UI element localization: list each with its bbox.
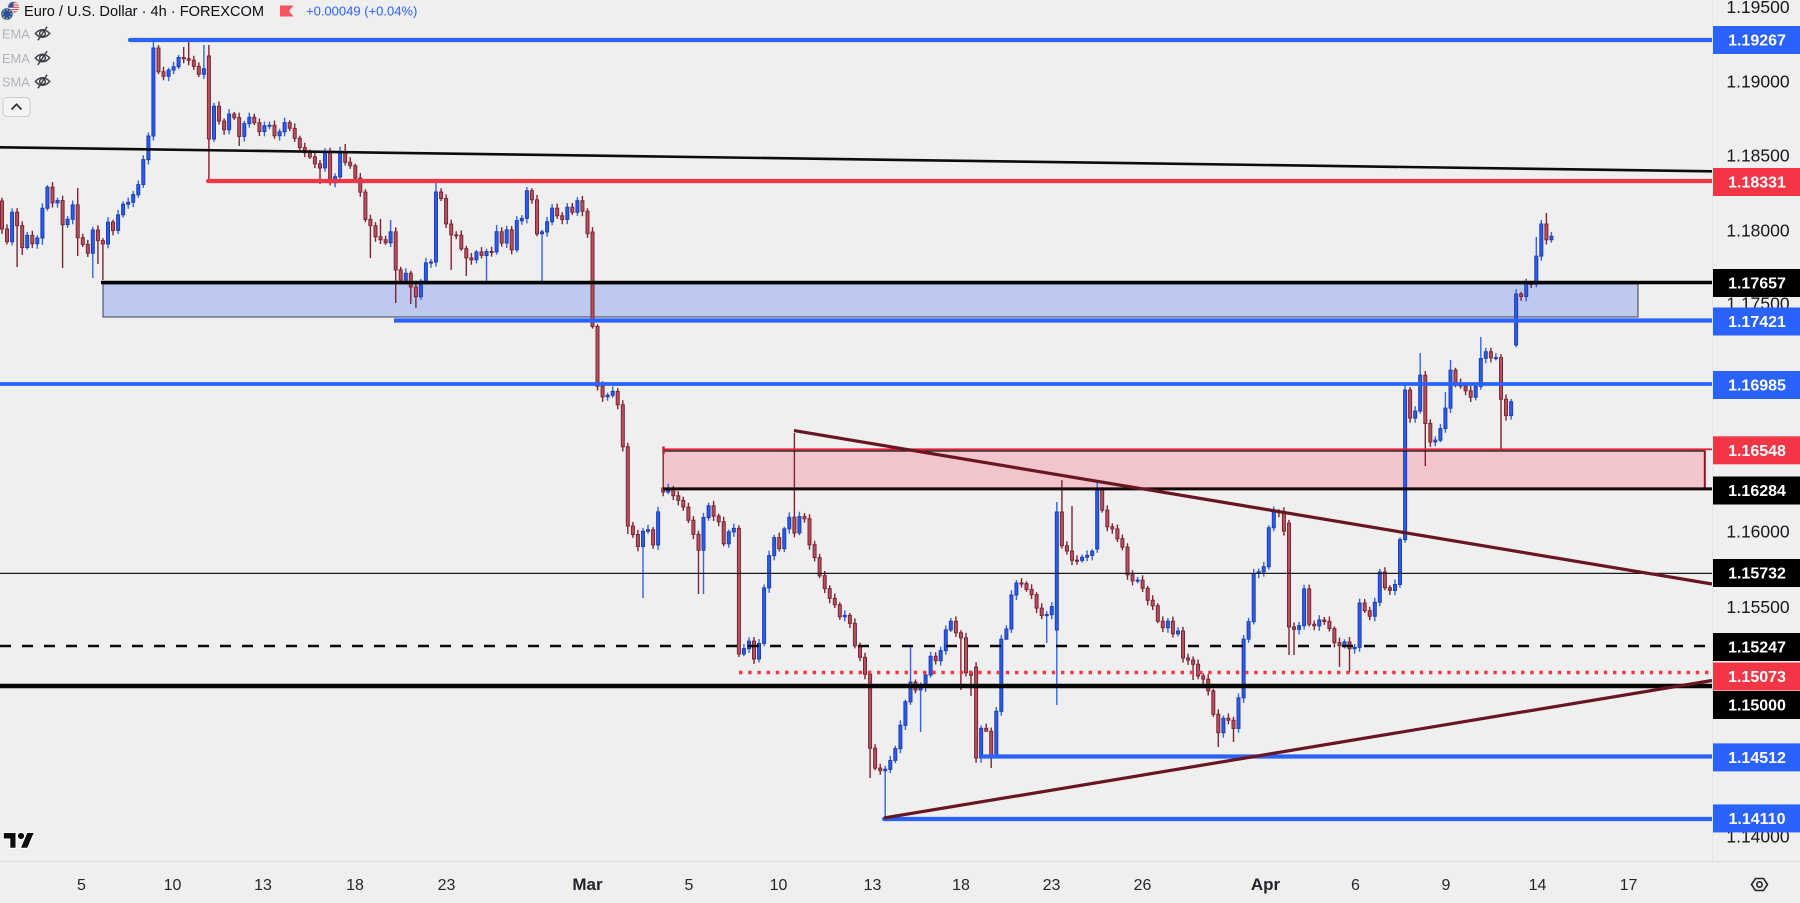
svg-text:10: 10 bbox=[770, 877, 788, 894]
svg-text:EMA: EMA bbox=[2, 51, 30, 66]
svg-text:Apr: Apr bbox=[1251, 875, 1281, 894]
svg-text:1.15073: 1.15073 bbox=[1728, 669, 1786, 686]
svg-text:1.15247: 1.15247 bbox=[1728, 640, 1786, 657]
svg-text:5: 5 bbox=[685, 877, 694, 894]
svg-text:1.16284: 1.16284 bbox=[1728, 483, 1786, 500]
svg-text:17: 17 bbox=[1620, 877, 1638, 894]
svg-text:13: 13 bbox=[864, 877, 882, 894]
svg-text:18: 18 bbox=[346, 877, 364, 894]
svg-text:1.19500: 1.19500 bbox=[1726, 0, 1790, 17]
svg-text:1.15500: 1.15500 bbox=[1726, 597, 1790, 617]
svg-text:9: 9 bbox=[1442, 877, 1451, 894]
svg-text:1.15000: 1.15000 bbox=[1728, 698, 1786, 715]
svg-text:EMA: EMA bbox=[2, 27, 30, 42]
svg-text:1.14512: 1.14512 bbox=[1728, 750, 1786, 767]
svg-text:1.17421: 1.17421 bbox=[1728, 314, 1786, 331]
svg-text:1.15732: 1.15732 bbox=[1728, 566, 1786, 583]
svg-text:18: 18 bbox=[952, 877, 970, 894]
svg-text:1.18331: 1.18331 bbox=[1728, 175, 1786, 192]
svg-text:1.16548: 1.16548 bbox=[1728, 443, 1786, 460]
svg-text:Euro / U.S. Dollar · 4h · FORE: Euro / U.S. Dollar · 4h · FOREXCOM bbox=[24, 4, 264, 20]
svg-text:Mar: Mar bbox=[572, 875, 603, 894]
svg-text:1.14110: 1.14110 bbox=[1729, 811, 1786, 828]
svg-text:1.19000: 1.19000 bbox=[1726, 72, 1790, 92]
svg-text:26: 26 bbox=[1134, 877, 1152, 894]
svg-text:13: 13 bbox=[254, 877, 272, 894]
svg-text:6: 6 bbox=[1351, 877, 1360, 894]
svg-text:1.17657: 1.17657 bbox=[1728, 276, 1786, 293]
svg-text:1.18500: 1.18500 bbox=[1726, 146, 1790, 166]
svg-text:1.19267: 1.19267 bbox=[1728, 33, 1786, 50]
svg-text:1.18000: 1.18000 bbox=[1726, 221, 1790, 241]
svg-text:+0.00049 (+0.04%): +0.00049 (+0.04%) bbox=[306, 4, 417, 19]
svg-text:1.16000: 1.16000 bbox=[1726, 522, 1790, 542]
svg-text:23: 23 bbox=[438, 877, 456, 894]
svg-text:10: 10 bbox=[164, 877, 182, 894]
svg-text:SMA: SMA bbox=[2, 75, 30, 90]
svg-text:5: 5 bbox=[77, 877, 86, 894]
svg-text:1.16985: 1.16985 bbox=[1728, 378, 1786, 395]
svg-text:23: 23 bbox=[1043, 877, 1061, 894]
svg-text:14: 14 bbox=[1529, 877, 1547, 894]
